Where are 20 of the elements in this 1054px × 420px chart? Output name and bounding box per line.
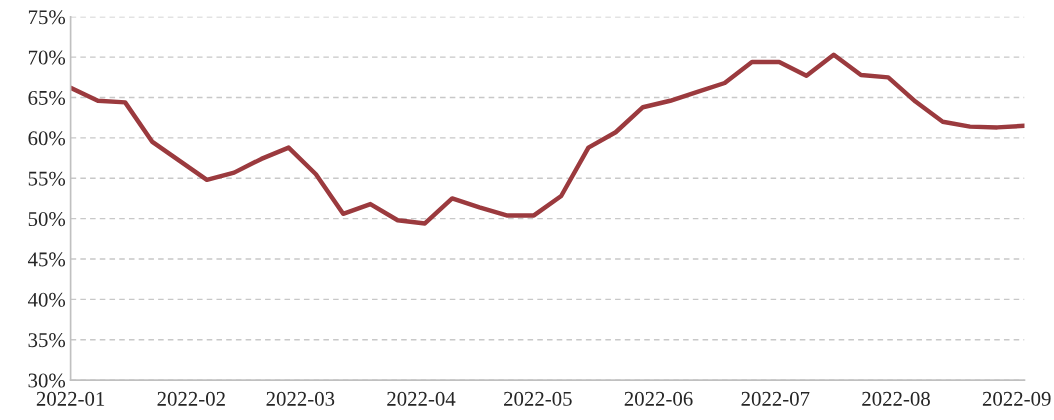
y-tick-label: 60% bbox=[28, 131, 66, 146]
y-tick-label: 75% bbox=[28, 10, 66, 25]
line-series bbox=[70, 52, 1025, 226]
x-tick-label: 2022-05 bbox=[504, 391, 572, 406]
x-tick-label: 2022-07 bbox=[741, 391, 810, 406]
y-tick-label: 45% bbox=[27, 252, 66, 267]
y-tick-label: 70% bbox=[28, 50, 66, 65]
x-tick-label: 2022-03 bbox=[266, 391, 335, 406]
x-tick-label: 2022-09 bbox=[982, 391, 1051, 406]
x-tick-label: 2022-04 bbox=[387, 391, 456, 406]
y-tick-label: 65% bbox=[28, 90, 66, 106]
x-tick-label: 2022-02 bbox=[157, 391, 225, 406]
x-tick-label: 2022-08 bbox=[862, 391, 930, 406]
y-tick-label: 35% bbox=[28, 333, 66, 348]
y-tick-label: 40% bbox=[27, 292, 66, 307]
y-tick-label: 55% bbox=[28, 171, 66, 186]
y-tick-label: 30% bbox=[28, 373, 66, 388]
x-tick-label: 2022-01 bbox=[36, 391, 105, 406]
x-tick-label: 2022-06 bbox=[624, 391, 693, 406]
y-tick-label: 50% bbox=[28, 212, 66, 227]
